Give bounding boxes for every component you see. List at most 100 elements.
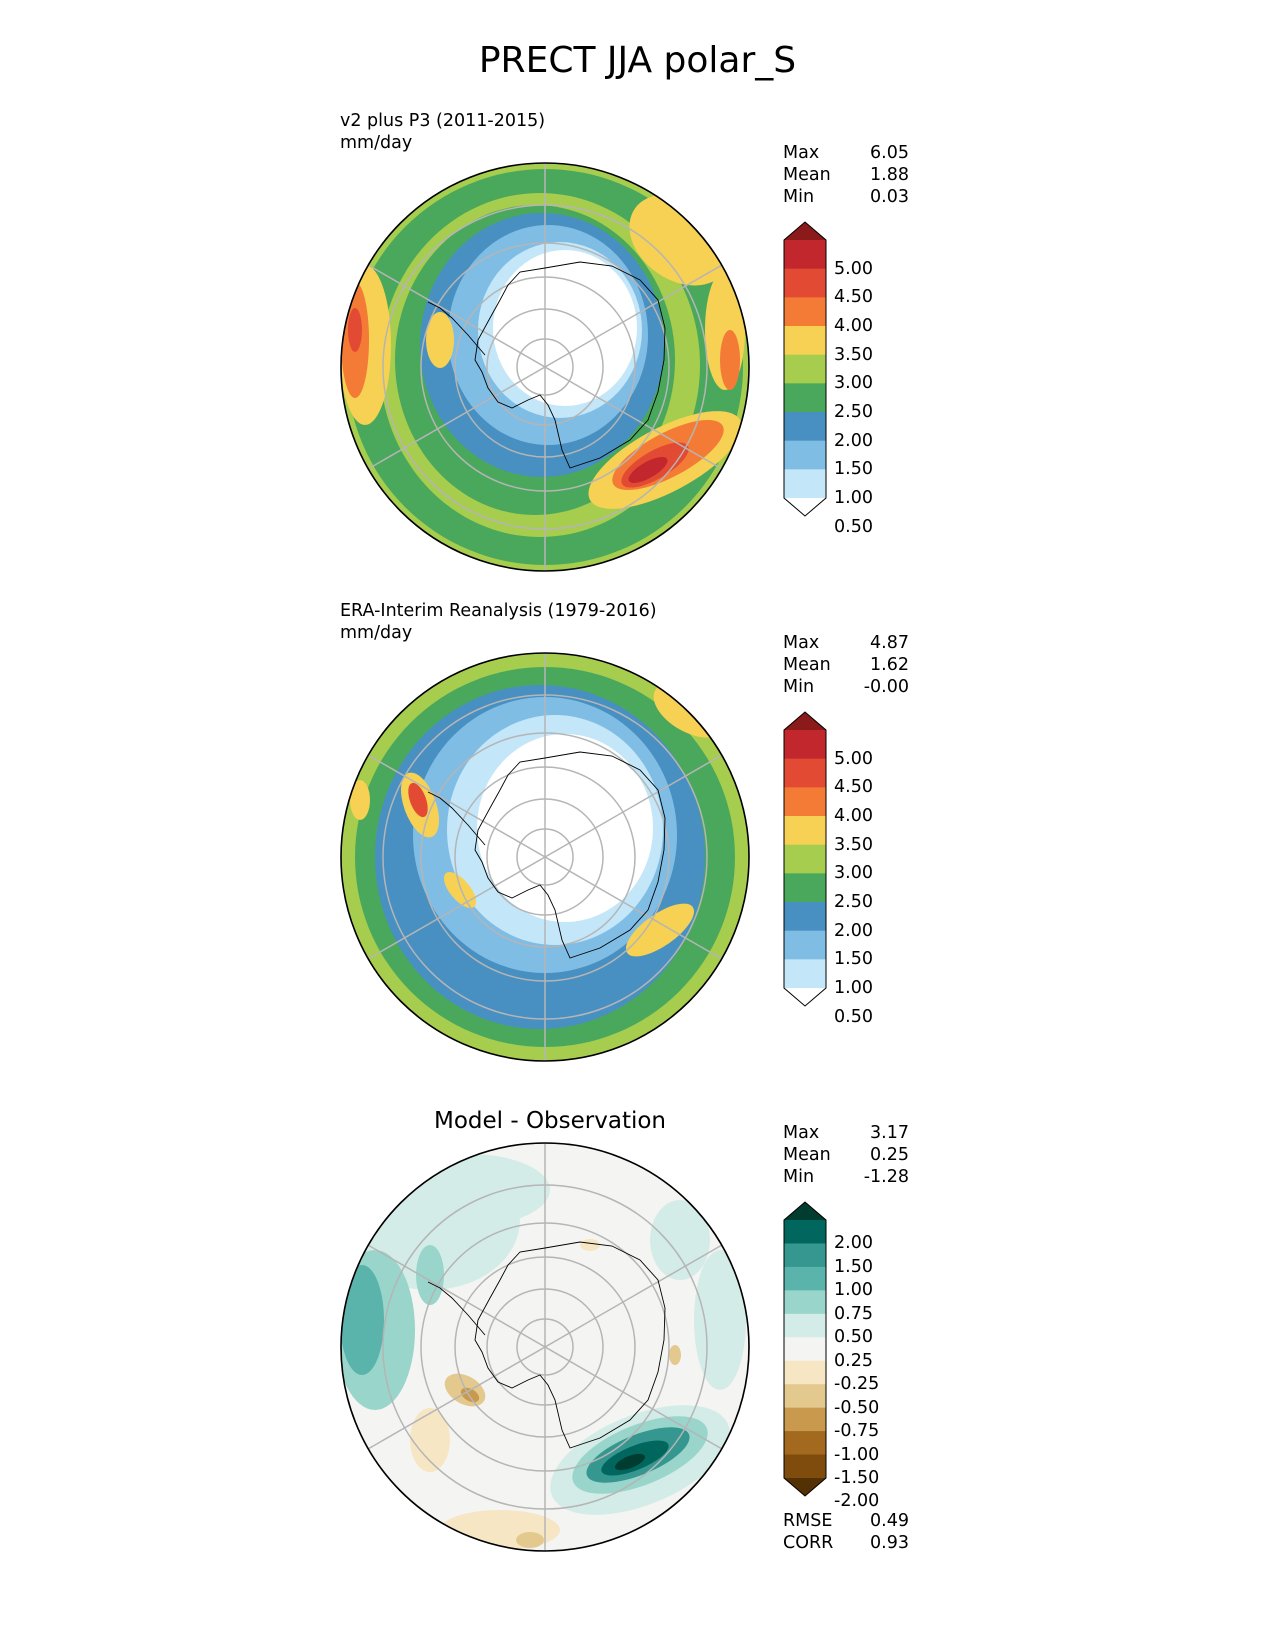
colorbar-diff-extend-top: [784, 1202, 826, 1220]
colorbar-precip-extend-top: [784, 222, 826, 240]
panel-3-title: Model - Observation: [433, 1108, 667, 1134]
stat-label: Min: [783, 677, 815, 697]
colorbar-precip-tick-label: 2.00: [834, 430, 873, 451]
panel-3-metrics: RMSE 0.49 CORR 0.93: [783, 1510, 909, 1554]
colorbar-precip-segment: [784, 469, 826, 499]
stat-value: 1.88: [870, 165, 909, 185]
panel-2-name: ERA-Interim Reanalysis (1979-2016): [340, 601, 657, 621]
map-model-boundary: [340, 162, 750, 572]
colorbar-diff-segment: [784, 1243, 826, 1268]
colorbar-diff-segment: [784, 1407, 826, 1432]
colorbar-diff-outline: [783, 1201, 827, 1497]
panel-2-units: mm/day: [340, 623, 413, 643]
colorbar-diff-segment: [784, 1290, 826, 1315]
colorbar-diff-segment: [784, 1313, 826, 1338]
stat-label: Min: [783, 1167, 815, 1187]
panel-2-title: ERA-Interim Reanalysis (1979-2016) mm/da…: [340, 600, 657, 644]
panel-2-stats: Max 4.87 Mean 1.62 Min -0.00: [783, 632, 909, 698]
map-observation-peninsula: [427, 791, 486, 846]
colorbar-diff-tick-label: 2.00: [834, 1233, 873, 1254]
stat-label: Mean: [783, 165, 831, 185]
map-difference-grid: [341, 1143, 749, 1551]
colorbar-diff-segment: [784, 1454, 826, 1479]
stat-value: 3.17: [870, 1123, 909, 1143]
stat-value: 0.03: [870, 187, 909, 207]
colorbar-precip-tick-label: 4.00: [834, 316, 873, 336]
colorbar-precip-obs-tick-label: 4.50: [834, 777, 873, 798]
stat-value: -0.00: [863, 677, 909, 697]
map-model-peninsula: [427, 301, 486, 356]
map-model-grid: [341, 163, 749, 571]
colorbar-diff-tick-label: 1.50: [834, 1256, 873, 1277]
colorbar-precip-obs-segment: [784, 730, 826, 760]
stat-label: Min: [783, 187, 815, 207]
colorbar-diff-tick-label: 1.00: [834, 1280, 873, 1301]
colorbar-precip-segment: [784, 240, 826, 270]
stat-label: Max: [783, 1123, 820, 1143]
stat-value: -1.28: [863, 1167, 909, 1187]
colorbar-diff-tick-label: 0.75: [834, 1303, 873, 1324]
colorbar-precip-obs-tick-label: 5.00: [834, 748, 873, 769]
colorbar-precip-tick-label: 1.00: [834, 488, 873, 508]
colorbar-precip-extend-bottom: [784, 498, 826, 516]
stat-label: Max: [783, 633, 820, 653]
colorbar-precip-obs-segment: [784, 959, 826, 989]
stat-value: 1.62: [870, 655, 909, 675]
figure-title: PRECT JJA polar_S: [478, 40, 797, 81]
colorbar-precip-obs-segment: [784, 873, 826, 903]
metric-label: CORR: [783, 1533, 834, 1553]
panel-1-title: v2 plus P3 (2011-2015) mm/day: [340, 110, 545, 154]
panel-3-stats: Max 3.17 Mean 0.25 Min -1.28: [783, 1122, 909, 1188]
colorbar-precip-obs-segment: [784, 844, 826, 874]
map-model-coastline: [474, 261, 666, 469]
colorbar-precip-tick-label: 3.00: [834, 373, 873, 394]
colorbar-precip-obs-segment: [784, 787, 826, 817]
colorbar-precip-obs-tick-label: 2.50: [834, 892, 873, 912]
colorbar-precip-obs-tick-label: 1.00: [834, 978, 873, 998]
colorbar-precip-obs-segment: [784, 902, 826, 932]
colorbar-precip-tick-label: 2.50: [834, 402, 873, 422]
colorbar-diff-extend-bottom: [784, 1478, 826, 1496]
colorbar-precip-outline: [783, 221, 827, 517]
colorbar-precip-obs-outline: [783, 711, 827, 1007]
colorbar-precip-segment: [784, 297, 826, 327]
colorbar-precip-obs-segment: [784, 930, 826, 960]
map-observation-grid: [341, 653, 749, 1061]
colorbar-precip-segment: [784, 383, 826, 413]
stat-label: Mean: [783, 1145, 831, 1165]
colorbar-precip-tick-label: 5.00: [834, 258, 873, 279]
colorbar-diff-tick-label: -0.50: [834, 1397, 880, 1418]
map-observation-boundary: [340, 652, 750, 1062]
colorbar-precip-obs-segment: [784, 816, 826, 846]
colorbar-precip-tick-label: 1.50: [834, 459, 873, 480]
colorbar-diff-tick-label: -1.50: [834, 1468, 880, 1488]
metric-value: 0.49: [870, 1511, 909, 1531]
colorbar-precip-obs-tick-label: 0.50: [834, 1006, 873, 1027]
colorbar-diff-segment: [784, 1266, 826, 1291]
colorbar-precip-obs-extend-top: [784, 712, 826, 730]
metric-label: RMSE: [783, 1511, 833, 1531]
colorbar-precip-obs-tick-label: 1.50: [834, 949, 873, 970]
metric-value: 0.93: [870, 1533, 909, 1553]
colorbar-precip-segment: [784, 326, 826, 356]
colorbar-precip-tick-label: 4.50: [834, 287, 873, 308]
stat-label: Max: [783, 143, 820, 163]
colorbars: [783, 221, 827, 1497]
map-difference-field: [341, 1143, 749, 1551]
colorbar-diff-tick-label: 0.25: [834, 1350, 873, 1371]
stat-label: Mean: [783, 655, 831, 675]
colorbar-precip-obs-tick-label: 4.00: [834, 806, 873, 826]
colorbar-diff-tick-label: -0.25: [834, 1374, 880, 1395]
map-difference-coastline: [474, 1241, 666, 1449]
map-observation: [340, 652, 750, 1062]
colorbar-diff-tick-label: -2.00: [834, 1491, 880, 1512]
colorbar-precip-obs-tick-label: 3.00: [834, 863, 873, 884]
colorbar-precip-obs-extend-bottom: [784, 988, 826, 1006]
colorbar-precip-segment: [784, 412, 826, 442]
colorbar-precip-obs-tick-label: 2.00: [834, 920, 873, 941]
colorbar-diff-tick-label: -0.75: [834, 1421, 880, 1442]
stat-value: 0.25: [870, 1145, 909, 1165]
stat-value: 6.05: [870, 143, 909, 163]
map-model-field: [341, 163, 749, 571]
